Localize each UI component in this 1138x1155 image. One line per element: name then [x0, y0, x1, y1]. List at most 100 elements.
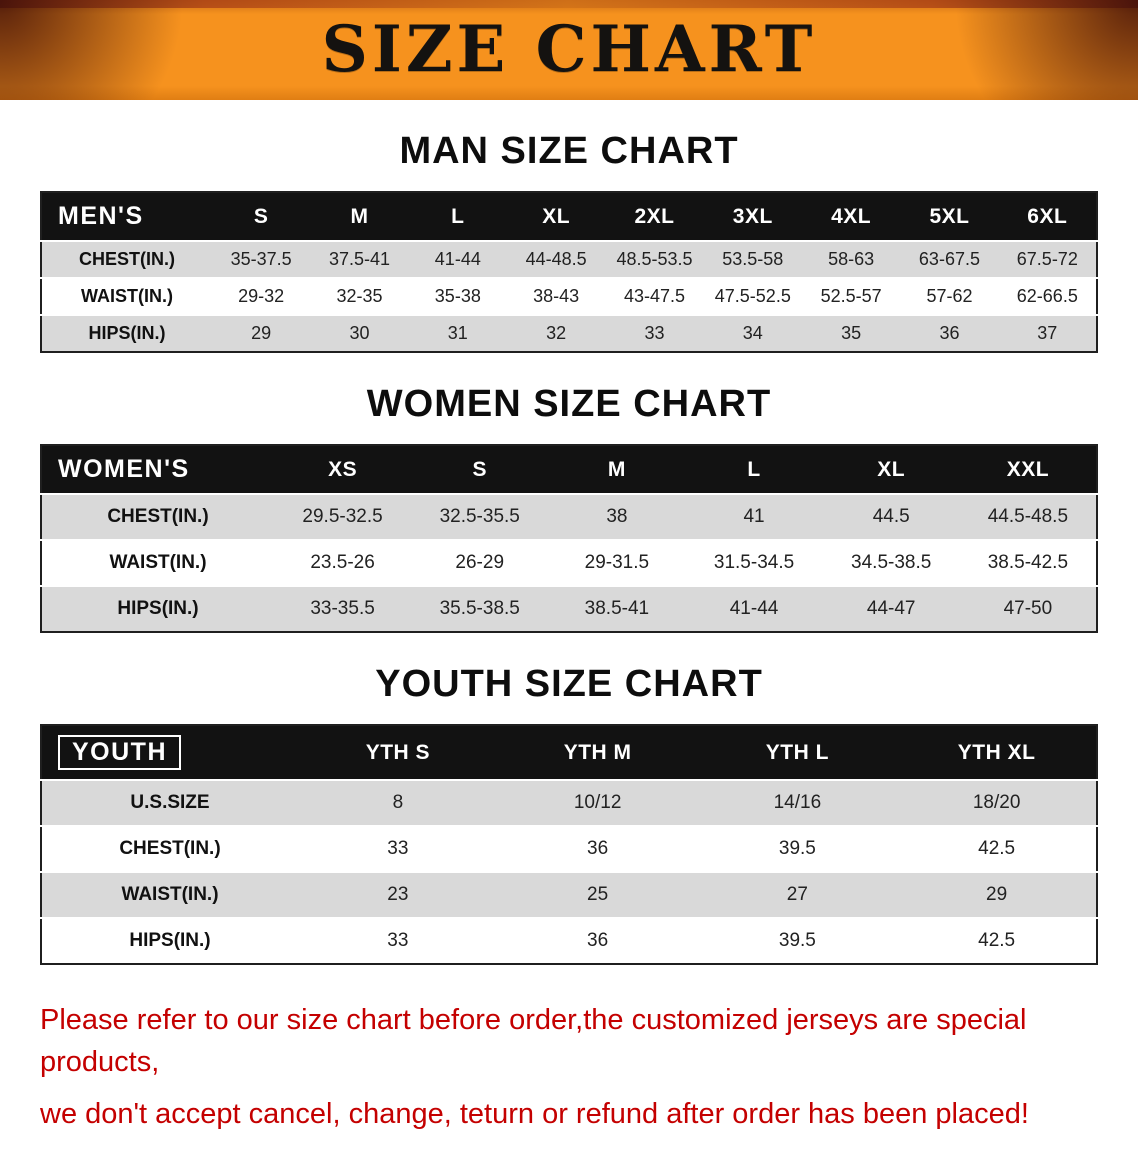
table-row: WAIST(IN.) 29-32 32-35 35-38 38-43 43-47.5 47.… [41, 278, 1097, 315]
size-value: 32.5-35.5 [439, 506, 520, 527]
women-size-heading: WOMEN SIZE CHART [366, 383, 772, 425]
size-value: 34.5-38.5 [851, 552, 932, 573]
size-column-header: S [411, 445, 548, 494]
size-value: 25 [587, 884, 609, 905]
header-label: YOUTH [58, 735, 181, 770]
size-value: 41-44 [729, 598, 779, 619]
header-label: 6XL [1027, 204, 1068, 228]
table-row: CHEST(IN.) 29.5-32.5 32.5-35.5 38 41 44.5 44.5… [41, 494, 1097, 540]
table-group-label: MEN'S [41, 192, 212, 241]
size-value: 67.5-72 [1016, 249, 1078, 269]
table-group-label: WOMEN'S [41, 445, 274, 494]
size-value: 30 [349, 323, 370, 343]
size-value: 14/16 [773, 792, 822, 813]
header-label: S [472, 457, 487, 481]
size-value: 10/12 [573, 792, 622, 813]
size-value: 35-37.5 [230, 249, 292, 269]
header-row: MEN'S S M L XL 2XL 3XL 4XL 5XL 6XL [41, 192, 1097, 241]
size-column-header: 6XL [999, 192, 1097, 241]
header-label: 2XL [634, 204, 675, 228]
size-value: 41 [743, 506, 765, 527]
size-value: 32 [546, 323, 567, 343]
size-value: 42.5 [978, 930, 1016, 951]
size-column-header: M [548, 445, 685, 494]
header-label: YTH M [563, 740, 632, 764]
size-value: 31.5-34.5 [713, 552, 795, 573]
size-value: 41-44 [434, 249, 481, 269]
size-value: 33-35.5 [310, 598, 375, 619]
header-label: L [747, 457, 761, 481]
size-column-header: XXL [960, 445, 1097, 494]
size-value: 42.5 [978, 838, 1016, 859]
size-column-header: L [685, 445, 822, 494]
table-row: WAIST(IN.) 23.5-26 26-29 29-31.5 31.5-34.5 34… [41, 540, 1097, 586]
disclaimer-line-2: we don't accept cancel, change, teturn o… [40, 1098, 1029, 1131]
table-row: HIPS(IN.) 29 30 31 32 33 34 35 36 37 [41, 315, 1097, 352]
disclaimer-line-1: Please refer to our size chart before or… [40, 1004, 1027, 1079]
size-value: 29-32 [238, 286, 285, 306]
size-column-header: 5XL [900, 192, 998, 241]
measurement-label: HIPS(IN.) [88, 323, 166, 343]
size-value: 44.5-48.5 [987, 506, 1069, 527]
youth-size-heading: YOUTH SIZE CHART [375, 663, 763, 705]
header-label: L [451, 204, 465, 228]
header-label: M [607, 457, 626, 481]
header-label: XXL [1006, 457, 1050, 481]
header-row: WOMEN'S XS S M L XL XXL [41, 445, 1097, 494]
size-value: 29 [986, 884, 1008, 905]
size-value: 52.5-57 [820, 286, 882, 306]
size-column-header: XS [274, 445, 411, 494]
header-row: YOUTH YTH S YTH M YTH L YTH XL [41, 725, 1097, 780]
size-value: 44-48.5 [525, 249, 587, 269]
size-column-header: M [310, 192, 408, 241]
measurement-label: U.S.SIZE [130, 792, 210, 813]
measurement-label: WAIST(IN.) [121, 884, 219, 905]
header-label: MEN'S [58, 202, 144, 230]
size-value: 33 [387, 838, 409, 859]
size-value: 34 [742, 323, 763, 343]
size-value: 26-29 [455, 552, 505, 573]
header-label: XS [328, 457, 358, 481]
disclaimer: Please refer to our size chart before or… [40, 999, 1098, 1135]
header-label: YTH XL [957, 740, 1036, 764]
size-value: 31 [447, 323, 468, 343]
size-value: 33 [387, 930, 409, 951]
measurement-label: CHEST(IN.) [107, 506, 209, 527]
size-value: 43-47.5 [623, 286, 685, 306]
size-value: 44-47 [866, 598, 916, 619]
size-value: 8 [392, 792, 404, 813]
size-value: 29.5-32.5 [302, 506, 383, 527]
header-label: YTH S [365, 740, 431, 764]
size-value: 39.5 [778, 930, 816, 951]
size-value: 53.5-58 [722, 249, 784, 269]
size-value: 37.5-41 [328, 249, 391, 269]
size-value: 35.5-38.5 [439, 598, 520, 619]
header-label: 3XL [732, 204, 773, 228]
banner: SIZE CHART [0, 0, 1138, 100]
size-value: 47-50 [1003, 598, 1053, 619]
header-label: 4XL [831, 204, 872, 228]
page-title: SIZE CHART [321, 12, 817, 87]
header-label: S [253, 204, 269, 228]
size-column-header: XL [823, 445, 960, 494]
table-row: CHEST(IN.) 35-37.5 37.5-41 41-44 44-48.5 48.5… [41, 241, 1097, 278]
size-column-header: L [409, 192, 507, 241]
size-value: 37 [1037, 323, 1058, 343]
size-value: 48.5-53.5 [616, 249, 693, 269]
table-row: CHEST(IN.) 33 36 39.5 42.5 [41, 826, 1097, 872]
size-value: 38.5-41 [584, 598, 650, 619]
measurement-label: CHEST(IN.) [119, 838, 221, 859]
size-value: 29-31.5 [584, 552, 650, 573]
size-value: 18/20 [972, 792, 1021, 813]
size-column-header: YTH L [698, 725, 898, 780]
header-label: 5XL [929, 204, 970, 228]
header-label: XL [542, 204, 571, 228]
size-value: 32-35 [336, 286, 383, 306]
size-column-header: 4XL [802, 192, 900, 241]
size-column-header: YTH S [298, 725, 498, 780]
size-value: 23.5-26 [310, 552, 375, 573]
size-value: 36 [939, 323, 960, 343]
size-value: 62-66.5 [1016, 286, 1078, 306]
size-value: 29 [251, 323, 272, 343]
size-value: 35 [841, 323, 862, 343]
